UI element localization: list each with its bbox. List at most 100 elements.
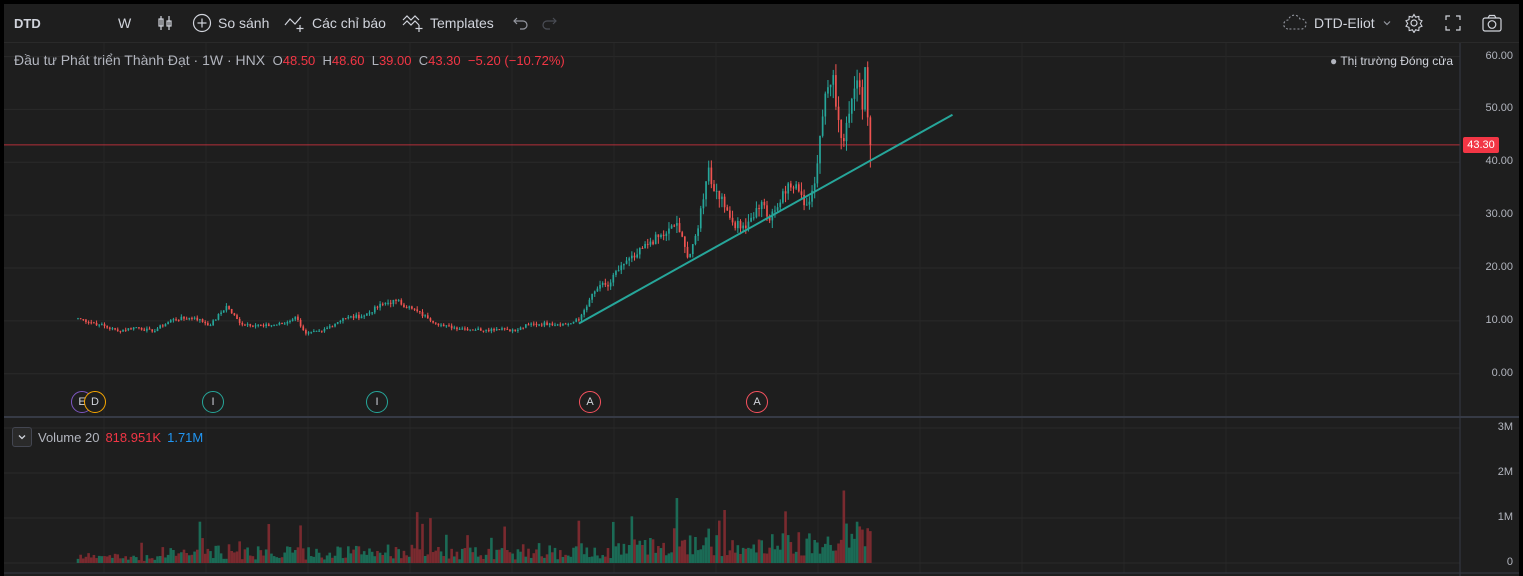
volume-bar: [781, 533, 785, 563]
volume-bar: [193, 551, 196, 563]
candle-body: [713, 184, 715, 192]
volume-bar: [278, 557, 281, 563]
chart-area[interactable]: Đầu tư Phát triển Thành Đạt · 1W · HNX O…: [4, 43, 1519, 576]
volume-bar: [113, 553, 117, 563]
volume-bar: [235, 551, 239, 563]
candle-body: [307, 332, 310, 334]
candle-body: [424, 315, 426, 317]
layout-button[interactable]: DTD-Eliot: [1282, 4, 1393, 42]
market-status-text: Thị trường Đóng cửa: [1340, 54, 1453, 68]
volume-bar: [638, 540, 642, 563]
indicators-button[interactable]: Các chỉ báo: [284, 4, 386, 42]
volume-bar: [132, 555, 135, 563]
candle-body: [217, 314, 220, 320]
volume-bar: [577, 520, 581, 563]
volume-bar: [89, 557, 93, 563]
volume-bar: [301, 548, 305, 563]
candle-body: [397, 300, 400, 302]
volume-bar: [283, 552, 286, 563]
volume-bar: [241, 559, 244, 563]
volume-bar: [760, 540, 763, 563]
event-marker[interactable]: A: [579, 391, 601, 413]
candle-body: [283, 323, 286, 325]
candle-body: [599, 284, 601, 289]
undo-button[interactable]: [512, 4, 530, 42]
candle-body: [501, 328, 503, 330]
candle-body: [466, 328, 469, 331]
volume-bar: [585, 547, 589, 563]
candle-body: [710, 167, 713, 185]
candle-body: [103, 324, 106, 327]
candle-body: [726, 207, 729, 211]
volume-bar: [479, 555, 483, 563]
volume-bar: [710, 546, 713, 563]
volume-bar: [747, 547, 750, 563]
settings-button[interactable]: [1404, 4, 1424, 42]
candle-body: [827, 87, 829, 94]
volume-bar: [657, 546, 660, 563]
candle-body: [490, 328, 493, 332]
candle-body: [442, 324, 445, 327]
trendline[interactable]: [578, 113, 953, 325]
event-marker[interactable]: A: [746, 391, 768, 413]
candle-body: [578, 319, 580, 321]
candle-body: [800, 191, 803, 195]
volume-bar: [423, 555, 427, 563]
interval-button[interactable]: W: [118, 4, 131, 42]
redo-button[interactable]: [540, 4, 558, 42]
templates-label: Templates: [430, 15, 494, 31]
candle-body: [254, 325, 257, 327]
volume-bar: [535, 549, 538, 563]
candle-body: [207, 323, 209, 326]
volume-bar: [174, 555, 178, 563]
candle-body: [559, 324, 562, 326]
screenshot-button[interactable]: [1481, 4, 1503, 42]
fullscreen-icon: [1444, 14, 1462, 32]
volume-bar: [529, 557, 533, 563]
chart-type-button[interactable]: [156, 4, 174, 42]
volume-bar: [556, 559, 559, 563]
compare-label: So sánh: [218, 15, 270, 31]
volume-bar: [214, 545, 218, 563]
candle-body: [289, 320, 291, 323]
volume-bar: [453, 556, 456, 563]
candle-body: [140, 327, 143, 330]
volume-bar: [455, 551, 459, 563]
candle-body: [233, 313, 236, 316]
candle-body: [792, 187, 795, 189]
candle-body: [734, 222, 737, 229]
collapse-toggle[interactable]: [12, 427, 32, 447]
volume-bar: [368, 548, 371, 563]
volume-bar: [712, 555, 716, 563]
candle-body: [130, 328, 132, 330]
volume-bar: [527, 548, 530, 563]
candle-body: [721, 196, 723, 200]
templates-button[interactable]: Templates: [402, 4, 494, 42]
candle-body: [403, 304, 405, 308]
chart-canvas[interactable]: [4, 43, 1519, 576]
candle-body: [739, 220, 742, 229]
symbol-search[interactable]: DTD: [14, 4, 41, 42]
candle-body: [305, 330, 307, 334]
candle-body: [723, 196, 726, 208]
fullscreen-button[interactable]: [1444, 4, 1462, 42]
volume-bar: [619, 554, 623, 563]
candle-body: [82, 319, 85, 321]
volume-bar: [254, 559, 257, 563]
compare-button[interactable]: So sánh: [192, 4, 269, 42]
volume-bar: [487, 548, 491, 563]
candle-body: [328, 326, 331, 328]
candle-body: [236, 315, 238, 320]
price-tick-label: 50.00: [1485, 102, 1513, 115]
event-marker[interactable]: I: [366, 391, 388, 413]
event-marker[interactable]: D: [84, 391, 106, 413]
volume-bar: [286, 546, 289, 563]
candle-body: [684, 236, 686, 247]
volume-bar: [733, 552, 737, 563]
candle-body: [519, 327, 522, 330]
volume-bar: [752, 544, 756, 563]
volume-bar: [715, 535, 718, 563]
event-marker[interactable]: I: [202, 391, 224, 413]
candle-body: [702, 199, 705, 209]
candle-body: [752, 217, 755, 219]
